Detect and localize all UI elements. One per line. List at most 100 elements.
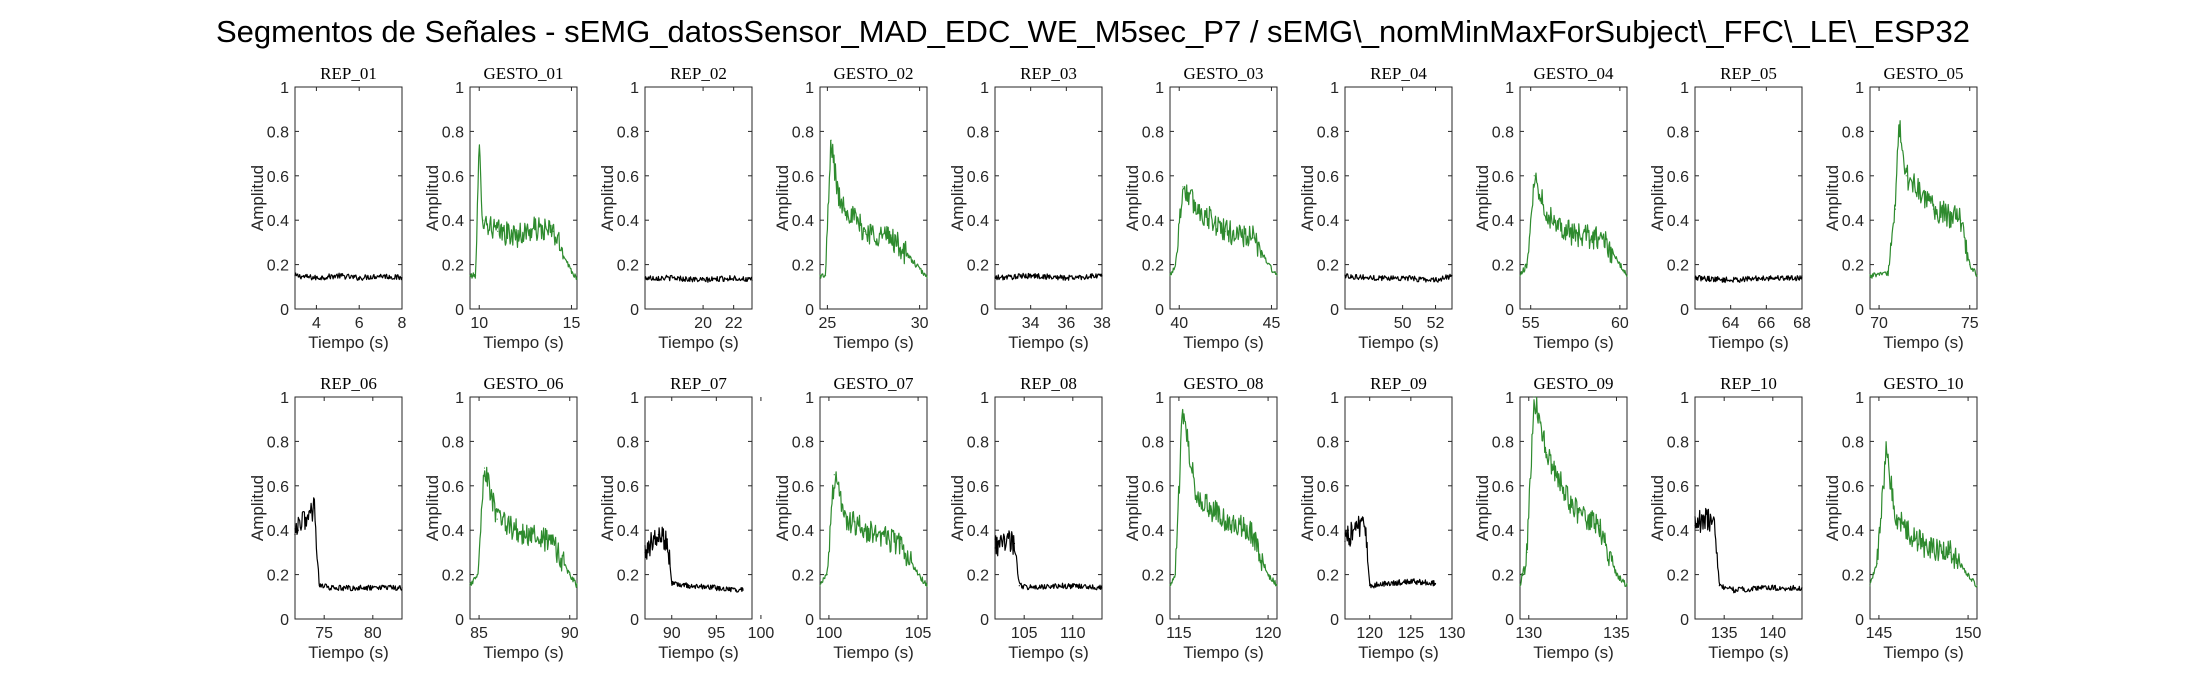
data-point	[1252, 237, 1254, 239]
x-tick-label: 130	[1439, 625, 1466, 642]
data-point	[1619, 264, 1621, 266]
data-point	[358, 277, 360, 279]
y-tick-label: 0.2	[617, 258, 639, 275]
x-axis-label: Tiempo (s)	[1008, 333, 1089, 352]
y-tick-label: 0.4	[1842, 213, 1864, 230]
x-tick-label: 90	[663, 625, 681, 642]
subplot-title: GESTO_07	[834, 374, 914, 393]
signal-line	[469, 466, 578, 589]
y-tick-label: 0.2	[1142, 568, 1164, 585]
data-point	[1762, 587, 1764, 589]
y-tick-label: 1	[1855, 390, 1864, 407]
data-point	[1526, 551, 1528, 554]
data-point	[1976, 275, 1978, 277]
x-axis-label: Tiempo (s)	[658, 333, 739, 352]
axes-box	[819, 86, 928, 310]
signal-line	[819, 139, 928, 279]
data-point	[1869, 585, 1871, 587]
y-tick-label: 0	[455, 612, 464, 629]
x-tick-label: 8	[398, 315, 407, 332]
x-tick-label: 70	[1870, 315, 1888, 332]
data-point	[1960, 219, 1962, 221]
subplot-title: REP_03	[1020, 64, 1077, 83]
data-point	[1222, 518, 1225, 520]
y-tick-label: 0.6	[617, 169, 639, 186]
axes-box	[1519, 86, 1628, 310]
x-tick-label: 10	[470, 315, 488, 332]
x-axis-label: Tiempo (s)	[483, 643, 564, 662]
y-axis-label: Amplitud	[1648, 475, 1667, 541]
axes-box	[994, 396, 1103, 620]
y-tick-label: 0.4	[1667, 523, 1689, 540]
data-point	[1718, 585, 1720, 587]
data-point	[1169, 585, 1171, 587]
data-point	[1601, 237, 1603, 239]
x-tick-label: 75	[315, 625, 333, 642]
y-tick-label: 0.4	[1492, 523, 1514, 540]
data-point	[994, 277, 996, 279]
y-tick-label: 0.6	[1492, 169, 1514, 186]
y-tick-label: 0.8	[1667, 124, 1689, 141]
x-tick-label: 100	[816, 625, 843, 642]
data-point	[1626, 585, 1628, 587]
y-tick-label: 0.2	[967, 568, 989, 585]
subplot-title: REP_07	[670, 374, 727, 393]
y-axis-label: Amplitud	[948, 475, 967, 541]
data-point	[533, 228, 536, 230]
data-point	[1174, 264, 1177, 266]
y-tick-label: 1	[805, 390, 814, 407]
subplot-title: REP_09	[1370, 374, 1427, 393]
x-tick-label: 85	[470, 625, 488, 642]
subplot-title: GESTO_02	[834, 64, 914, 83]
data-point	[1101, 587, 1103, 589]
x-axis-label: Tiempo (s)	[658, 643, 739, 662]
y-tick-label: 0.2	[792, 568, 814, 585]
y-tick-label: 1	[1680, 80, 1689, 97]
data-point	[1976, 585, 1978, 587]
data-point	[1410, 580, 1412, 582]
y-tick-label: 0.6	[1492, 479, 1514, 496]
data-point	[380, 275, 382, 277]
axes-box	[644, 86, 753, 310]
data-point	[474, 275, 477, 277]
subplot-title: GESTO_06	[484, 374, 564, 393]
y-axis-label: Amplitud	[1823, 165, 1842, 231]
data-point	[1894, 208, 1896, 210]
x-tick-label: 60	[1611, 315, 1629, 332]
y-tick-label: 1	[1330, 80, 1339, 97]
y-tick-label: 0.4	[967, 213, 989, 230]
data-point	[552, 230, 554, 232]
y-tick-label: 0	[1680, 302, 1689, 319]
x-axis-label: Tiempo (s)	[1883, 333, 1964, 352]
data-point	[1574, 235, 1576, 237]
y-tick-label: 0.6	[267, 169, 289, 186]
data-point	[576, 585, 578, 587]
y-tick-label: 1	[1505, 390, 1514, 407]
signal-line	[294, 272, 403, 281]
y-tick-label: 1	[455, 80, 464, 97]
y-tick-label: 0.2	[1667, 258, 1689, 275]
data-point	[1533, 175, 1535, 177]
data-point	[702, 279, 704, 281]
subplot-title: REP_05	[1720, 64, 1777, 83]
x-tick-label: 125	[1397, 625, 1424, 642]
data-point	[1885, 451, 1887, 454]
data-point	[483, 467, 486, 469]
data-point	[919, 268, 921, 270]
y-tick-label: 0.4	[1142, 523, 1164, 540]
signal-line	[1869, 441, 1978, 588]
x-tick-label: 140	[1759, 625, 1786, 642]
x-axis-label: Tiempo (s)	[1358, 643, 1439, 662]
figure-title: Segmentos de Señales - sEMG_datosSensor_…	[216, 14, 1970, 49]
data-point	[644, 551, 646, 554]
data-point	[313, 507, 316, 509]
signal-line	[1344, 273, 1453, 283]
signal-line	[294, 497, 403, 592]
data-point	[1344, 540, 1346, 542]
